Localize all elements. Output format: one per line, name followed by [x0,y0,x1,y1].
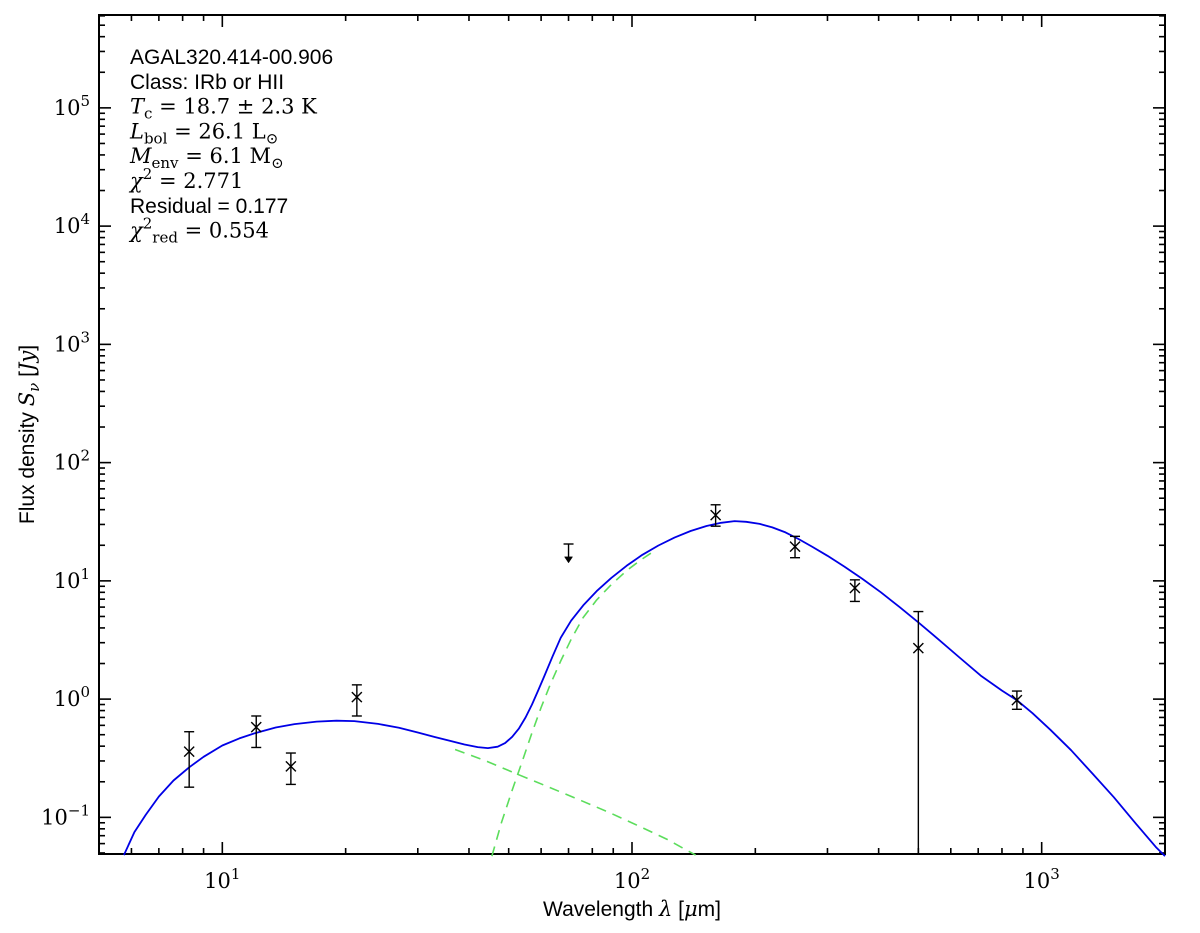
data-point-160um [710,504,722,527]
annotation-line-5: Menv = 6.1 M⊙ [129,144,284,172]
annotation-line-4: Lbol = 26.1 L⊙ [129,119,278,147]
x-marker [849,582,861,594]
data-points [183,504,1023,854]
x-tick-label: 101 [204,865,240,893]
x-tick-label: 103 [1024,865,1060,893]
x-marker [912,642,924,654]
data-point-500um [912,610,924,854]
data-point-70um [563,543,574,564]
annotation-line-3: Tc = 18.7 ± 2.3 K [130,95,317,123]
plot-area [98,14,1166,855]
x-axis-title: Wavelength λ [μm] [543,897,721,921]
y-tick-label: 105 [54,92,90,120]
data-point-12.1um [250,715,262,749]
y-tick-label: 104 [54,210,90,238]
y-tick-label: 100 [54,683,90,711]
curve-model_total [123,520,1166,857]
x-tick-label: 102 [614,865,650,893]
curve-component_warm [454,748,696,856]
x-marker [250,721,262,733]
data-point-870um [1011,690,1023,711]
x-marker [351,691,363,703]
y-tick-label: 103 [54,328,90,356]
annotation-line-6: χ2 = 2.771 [128,165,243,193]
x-marker [183,746,195,758]
x-marker [285,760,297,772]
curve-component_cold [491,550,655,857]
data-point-21.3um [351,684,363,717]
upper-limit-arrowhead [564,556,574,564]
annotation-line-1: AGAL320.414-00.906 [130,46,333,69]
axis-tick-labels: 101 102 103 10−1 100 101 102 103 104 105 Wavelengt… [15,92,1060,921]
axes-frame [98,14,1166,855]
x-marker [789,541,801,553]
annotation-line-2: Class: IRb or HII [130,71,284,94]
annotation-line-8: χ2red = 0.554 [128,215,269,247]
y-tick-label: 10−1 [41,801,90,829]
data-point-350um [849,579,861,603]
y-tick-label: 101 [54,565,90,593]
x-marker [1011,694,1023,706]
y-axis-title: Flux density Sν [Jy] [15,345,43,524]
x-marker [710,509,722,521]
data-point-8.3um [183,731,195,788]
axis-ticks [99,15,1165,854]
data-point-250um [789,535,801,559]
annotation-line-7: Residual = 0.177 [130,195,288,218]
data-point-14.7um [285,752,297,786]
model-curves [123,520,1166,857]
y-tick-label: 102 [54,447,90,475]
